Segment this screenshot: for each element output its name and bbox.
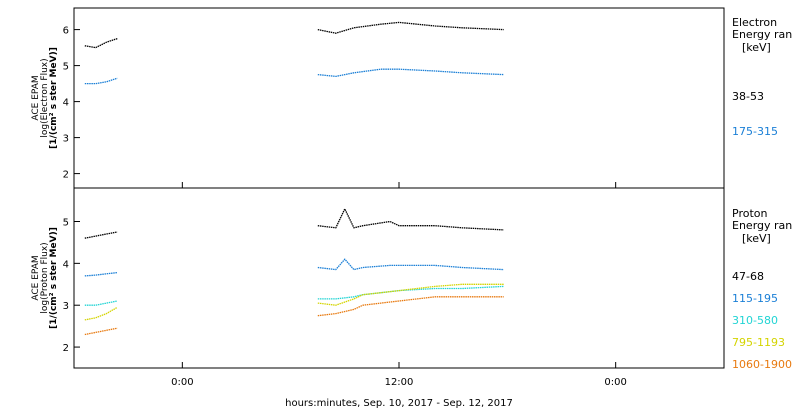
- electron-ylabel-line2: log(Electron Flux): [40, 58, 50, 137]
- electron-series-0-segment-0: [84, 37, 118, 49]
- electron-legend-title: Electron: [732, 16, 777, 29]
- electron-ylabel-line1: ACE EPAM: [31, 75, 41, 120]
- electron-legend-unit: [keV]: [742, 41, 771, 54]
- proton-legend-115-195: 115-195: [732, 292, 778, 305]
- x-tick-label-2: 0:00: [604, 377, 626, 388]
- proton-series-1-segment-0: [84, 271, 118, 277]
- proton-legend-1060-1900: 1060-1900: [732, 358, 792, 371]
- proton-series-1-segment-1: [317, 258, 504, 271]
- proton-ytick-label-0: 2: [63, 343, 69, 354]
- proton-series-4-segment-0: [84, 327, 118, 336]
- proton-legend-795-1193: 795-1193: [732, 336, 785, 349]
- x-tick-label-0: 0:00: [171, 377, 193, 388]
- proton-ylabel-line1: ACE EPAM: [31, 255, 41, 300]
- x-axis-title: hours:minutes, Sep. 10, 2017 - Sep. 12, …: [285, 398, 513, 409]
- electron-ytick-label-4: 6: [63, 26, 69, 37]
- electron-legend: Electron Energy ran [keV] 38-53 175-315: [732, 16, 792, 138]
- proton-series-0-segment-1: [317, 207, 504, 231]
- proton-legend-unit: [keV]: [742, 232, 771, 245]
- x-axis: 0:00 12:00 0:00: [171, 182, 627, 388]
- proton-ylabel: ACE EPAM log(Proton Flux) [1/(cm² s ster…: [31, 227, 59, 329]
- proton-legend-310-580: 310-580: [732, 314, 778, 327]
- electron-ytick-label-0: 2: [63, 170, 69, 181]
- electron-legend-175-315: 175-315: [732, 125, 778, 138]
- electron-y-axis: 2 3 4 5 6: [63, 26, 80, 181]
- electron-legend-38-53: 38-53: [732, 90, 764, 103]
- proton-series-2-segment-1: [317, 285, 504, 300]
- proton-ytick-label-3: 5: [63, 217, 69, 228]
- electron-ylabel-line3: [1/(cm² s ster MeV)]: [49, 47, 59, 149]
- proton-legend-title: Proton: [732, 207, 767, 220]
- proton-ylabel-line2: log(Proton Flux): [40, 242, 50, 313]
- electron-legend-subtitle: Energy ran: [732, 28, 792, 41]
- electron-series-0-segment-1: [317, 21, 504, 34]
- electron-series: [84, 21, 504, 85]
- proton-y-axis: 2 3 4 5: [63, 217, 80, 354]
- electron-ytick-label-3: 5: [63, 62, 69, 73]
- proton-series-0-segment-0: [84, 231, 118, 239]
- electron-ytick-label-1: 3: [63, 134, 69, 145]
- proton-legend-subtitle: Energy ran: [732, 219, 792, 232]
- x-tick-label-1: 12:00: [385, 377, 414, 388]
- proton-series-3-segment-0: [84, 306, 118, 321]
- proton-series-3-segment-1: [317, 283, 504, 306]
- proton-legend-47-68: 47-68: [732, 270, 764, 283]
- electron-ylabel: ACE EPAM log(Electron Flux) [1/(cm² s st…: [31, 47, 59, 149]
- electron-ytick-label-2: 4: [63, 98, 69, 109]
- proton-series-2-segment-0: [84, 300, 118, 306]
- proton-panel-frame: [73, 187, 725, 369]
- electron-series-1-segment-1: [317, 68, 504, 78]
- proton-series: [84, 207, 504, 336]
- electron-panel-frame: [73, 7, 725, 189]
- proton-legend: Proton Energy ran [keV] 47-68 115-195 31…: [732, 207, 792, 371]
- electron-series-1-segment-0: [84, 77, 118, 85]
- proton-ylabel-line3: [1/(cm² s ster MeV)]: [49, 227, 59, 329]
- proton-ytick-label-1: 3: [63, 301, 69, 312]
- proton-series-4-segment-1: [317, 296, 504, 317]
- proton-ytick-label-2: 4: [63, 259, 69, 270]
